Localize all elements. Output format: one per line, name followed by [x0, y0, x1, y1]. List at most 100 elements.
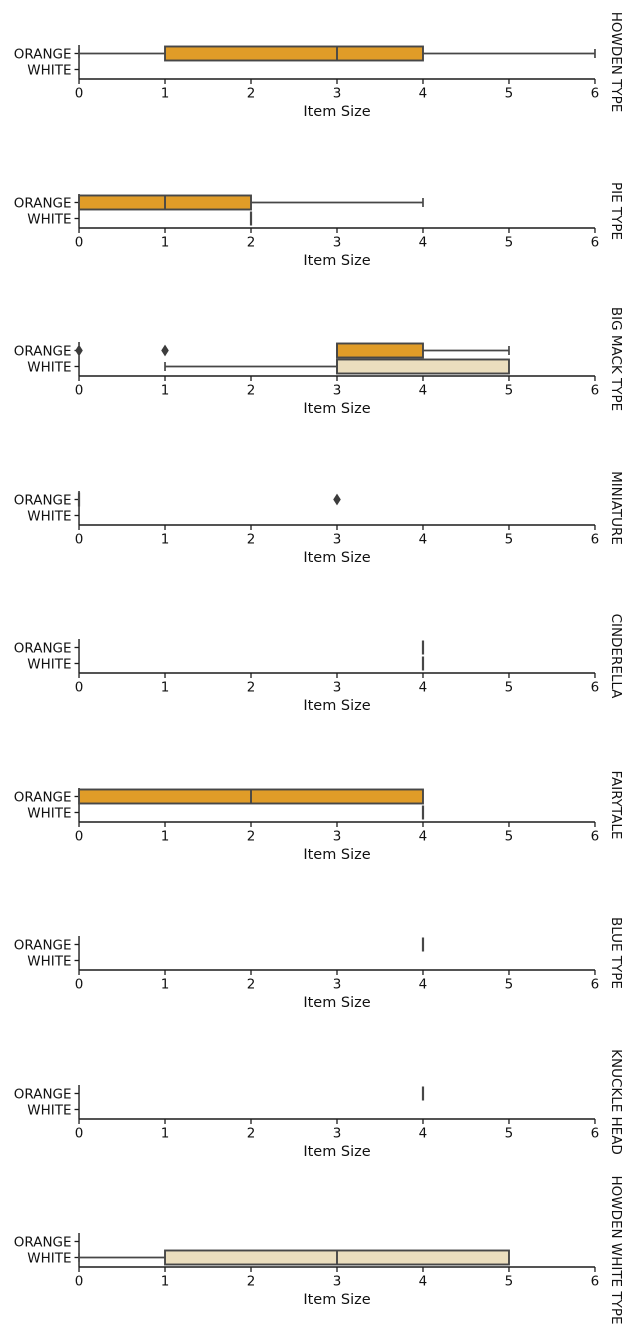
- box-group-white: [78, 1249, 510, 1266]
- facet-fairytale: 0 1 2 3 4 5 6 ORANGE WHITE Item Size FAIRYTALE: [0, 743, 628, 892]
- facet-title: KNUCKLE HEAD: [608, 1049, 624, 1155]
- x-tick-label: 6: [591, 1125, 600, 1141]
- x-tick-label: 2: [247, 1125, 256, 1141]
- x-axis-label: Item Size: [303, 104, 370, 120]
- x-tick-label: 4: [419, 234, 428, 250]
- facet-miniature: 0 1 2 3 4 5 6 ORANGE WHITE Item Size MINIATURE: [0, 446, 628, 595]
- facet-title: MINIATURE: [608, 471, 624, 545]
- facet-title: BIG MACK TYPE: [608, 307, 624, 411]
- flier-diamond: [161, 344, 169, 357]
- facet-title: PIE TYPE: [608, 182, 624, 240]
- x-tick-label: 6: [591, 234, 600, 250]
- x-tick-label: 6: [591, 977, 600, 993]
- x-tick-label: 0: [75, 828, 84, 844]
- x-tick-label: 5: [505, 828, 514, 844]
- x-tick-label: 1: [161, 977, 170, 993]
- y-tick-label-white: WHITE: [27, 1251, 71, 1267]
- box-group-white: [164, 358, 510, 375]
- x-axis-label: Item Size: [303, 401, 370, 417]
- y-tick-label-white: WHITE: [27, 657, 71, 673]
- x-axis-label: Item Size: [303, 698, 370, 714]
- x-axis-label: Item Size: [303, 1292, 370, 1308]
- box-group-orange: [78, 788, 424, 805]
- y-tick-label-orange: ORANGE: [14, 492, 72, 508]
- x-tick-label: 6: [591, 85, 600, 101]
- facet-howden-white-type: 0 1 2 3 4 5 6 ORANGE WHITE Item Size HOWDEN WHITE …: [0, 1176, 628, 1337]
- x-tick-label: 3: [333, 680, 342, 696]
- y-tick-label-orange: ORANGE: [14, 46, 72, 62]
- box-group-orange: [78, 194, 424, 210]
- x-tick-label: 3: [333, 977, 342, 993]
- x-tick-label: 2: [247, 531, 256, 547]
- y-tick-label-orange: ORANGE: [14, 789, 72, 805]
- x-tick-label: 0: [75, 680, 84, 696]
- x-tick-label: 6: [591, 531, 600, 547]
- x-tick-label: 5: [505, 680, 514, 696]
- x-tick-label: 0: [75, 977, 84, 993]
- y-tick-label-white: WHITE: [27, 805, 71, 821]
- y-tick-label-orange: ORANGE: [14, 1235, 72, 1251]
- x-tick-label: 5: [505, 1125, 514, 1141]
- box-group-orange: [78, 45, 596, 62]
- x-tick-label: 5: [505, 383, 514, 399]
- x-tick-label: 1: [161, 383, 170, 399]
- box-group-orange: [75, 342, 510, 359]
- x-tick-label: 1: [161, 531, 170, 547]
- x-tick-label: 1: [161, 1274, 170, 1290]
- x-tick-label: 4: [419, 1274, 428, 1290]
- x-tick-label: 4: [419, 1125, 428, 1141]
- y-tick-label-white: WHITE: [27, 954, 71, 970]
- y-tick-label-white: WHITE: [27, 211, 71, 227]
- x-tick-label: 3: [333, 1125, 342, 1141]
- x-tick-label: 6: [591, 828, 600, 844]
- x-tick-label: 0: [75, 531, 84, 547]
- x-tick-label: 3: [333, 1274, 342, 1290]
- x-tick-label: 2: [247, 85, 256, 101]
- facet-title: HOWDEN TYPE: [608, 12, 624, 112]
- x-axis-label: Item Size: [303, 847, 370, 863]
- flier-diamond: [75, 344, 83, 357]
- x-axis-label: Item Size: [303, 550, 370, 566]
- x-tick-label: 4: [419, 977, 428, 993]
- x-tick-label: 0: [75, 383, 84, 399]
- x-axis-label: Item Size: [303, 1144, 370, 1160]
- y-tick-label-white: WHITE: [27, 1102, 71, 1118]
- box-orange: [336, 342, 424, 359]
- facet-title: BLUE TYPE: [608, 917, 624, 989]
- y-tick-label-white: WHITE: [27, 508, 71, 524]
- x-tick-label: 2: [247, 234, 256, 250]
- x-tick-label: 1: [161, 85, 170, 101]
- x-tick-label: 2: [247, 828, 256, 844]
- facet-howden-type: 0 1 2 3 4 5 6 ORANGE WHITE Item Size HOWDEN TYPE: [0, 0, 628, 149]
- x-tick-label: 5: [505, 977, 514, 993]
- x-tick-label: 5: [505, 85, 514, 101]
- x-tick-label: 4: [419, 531, 428, 547]
- x-tick-label: 4: [419, 828, 428, 844]
- facet-pie-type: 0 1 2 3 4 5 6 ORANGE WHITE Item Size PIE TYPE: [0, 149, 628, 298]
- y-tick-label-orange: ORANGE: [14, 641, 72, 657]
- x-tick-label: 0: [75, 85, 84, 101]
- x-tick-label: 3: [333, 234, 342, 250]
- box-group-orange: [77, 492, 341, 507]
- facet-title: FAIRYTALE: [608, 770, 624, 839]
- x-tick-label: 0: [75, 234, 84, 250]
- x-axis-label: Item Size: [303, 253, 370, 269]
- x-tick-label: 1: [161, 234, 170, 250]
- x-tick-label: 2: [247, 680, 256, 696]
- y-tick-label-orange: ORANGE: [14, 195, 72, 211]
- x-tick-label: 3: [333, 828, 342, 844]
- x-tick-label: 2: [247, 977, 256, 993]
- x-tick-label: 3: [333, 531, 342, 547]
- facet-big-mack-type: 0 1 2 3 4 5 6 ORANGE WHITE Item Size BIG MACK TYPE: [0, 297, 628, 446]
- box-orange: [164, 45, 424, 62]
- y-tick-label-orange: ORANGE: [14, 343, 72, 359]
- box-white: [336, 358, 510, 375]
